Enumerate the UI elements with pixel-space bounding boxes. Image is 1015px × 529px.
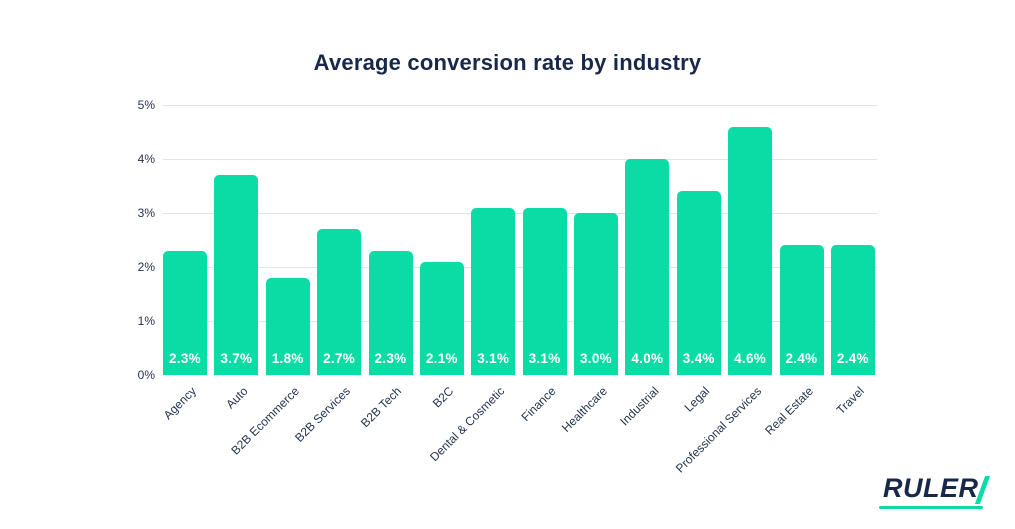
bar-b2b-ecommerce: 1.8%: [265, 278, 310, 375]
x-tick-label-healthcare: Healthcare: [559, 384, 610, 435]
x-tick-label-industrial: Industrial: [617, 384, 662, 429]
bar-b2c: 2.1%: [419, 262, 464, 375]
bar-value-label: 3.4%: [682, 351, 715, 366]
bar-value-label: 4.0%: [631, 351, 664, 366]
gridline-2%: [163, 267, 877, 268]
bar-healthcare: 3.0%: [574, 213, 618, 375]
y-tick-label: 5%: [137, 98, 155, 112]
bar-auto: 3.7%: [214, 175, 259, 375]
bar-industrial: 4.0%: [625, 159, 670, 375]
y-tick-label: 1%: [137, 314, 155, 328]
bar-value-label: 2.7%: [323, 351, 356, 366]
bar-value-label: 2.4%: [785, 351, 818, 366]
bar-value-label: 4.6%: [734, 351, 767, 366]
bar-value-label: 2.1%: [425, 351, 458, 366]
bar-b2b-services: 2.7%: [317, 229, 362, 375]
bar-agency: 2.3%: [163, 251, 207, 375]
x-tick-label-professional-services: Professional Services: [672, 384, 765, 476]
chart-title: Average conversion rate by industry: [313, 50, 702, 75]
bar-value-label: 2.4%: [836, 351, 869, 366]
gridline-5%: [163, 105, 877, 106]
ruler-logo-text: RULER: [883, 473, 979, 503]
bar-legal: 3.4%: [676, 191, 721, 375]
ruler-underline: [879, 506, 983, 509]
bar-value-label: 3.1%: [477, 351, 510, 366]
x-tick-label-b2c: B2C: [429, 384, 456, 411]
bar-b2b-tech: 2.3%: [368, 251, 413, 375]
y-tick-label: 2%: [137, 260, 155, 274]
gridline-3%: [163, 213, 877, 214]
y-tick-label: 0%: [137, 368, 155, 382]
bar-value-label: 1.8%: [271, 351, 304, 366]
x-tick-label-agency: Agency: [160, 384, 199, 423]
y-tick-label: 4%: [137, 152, 155, 166]
x-tick-label-auto: Auto: [222, 384, 251, 412]
bar-professional-services: 4.6%: [728, 127, 773, 375]
bar-value-label: 3.1%: [528, 351, 561, 366]
gridline-4%: [163, 159, 877, 160]
ruler-logo: RULER: [879, 473, 991, 511]
gridline-1%: [163, 321, 877, 322]
bar-finance: 3.1%: [522, 208, 567, 375]
bar-value-label: 3.0%: [580, 351, 612, 366]
bar-value-label: 2.3%: [169, 351, 201, 366]
x-tick-label-travel: Travel: [833, 384, 867, 418]
plot-area: 2.3% 3.7% 1.8% 2.7% 2.3% 2.1% 3.1% 3.1% 3.0% 4.0%…: [163, 105, 877, 375]
x-tick-label-finance: Finance: [518, 384, 559, 425]
bar-value-label: 3.7%: [220, 351, 253, 366]
bar-series: 2.3% 3.7% 1.8% 2.7% 2.3% 2.1% 3.1% 3.1% 3.0% 4.0%…: [163, 105, 875, 375]
x-axis: Agency Auto B2B Ecommerce B2B Services B2B T…: [160, 384, 875, 494]
bar-value-label: 2.3%: [374, 351, 407, 366]
x-tick-label-real-estate: Real Estate: [761, 384, 816, 438]
bar-dental-cosmetic: 3.1%: [471, 208, 516, 375]
bar-travel: 2.4%: [830, 245, 875, 375]
x-tick-label-b2b-tech: B2B Tech: [358, 384, 405, 431]
x-tick-label-legal: Legal: [682, 384, 713, 415]
bar-real-estate: 2.4%: [779, 245, 824, 375]
y-tick-label: 3%: [137, 206, 155, 220]
